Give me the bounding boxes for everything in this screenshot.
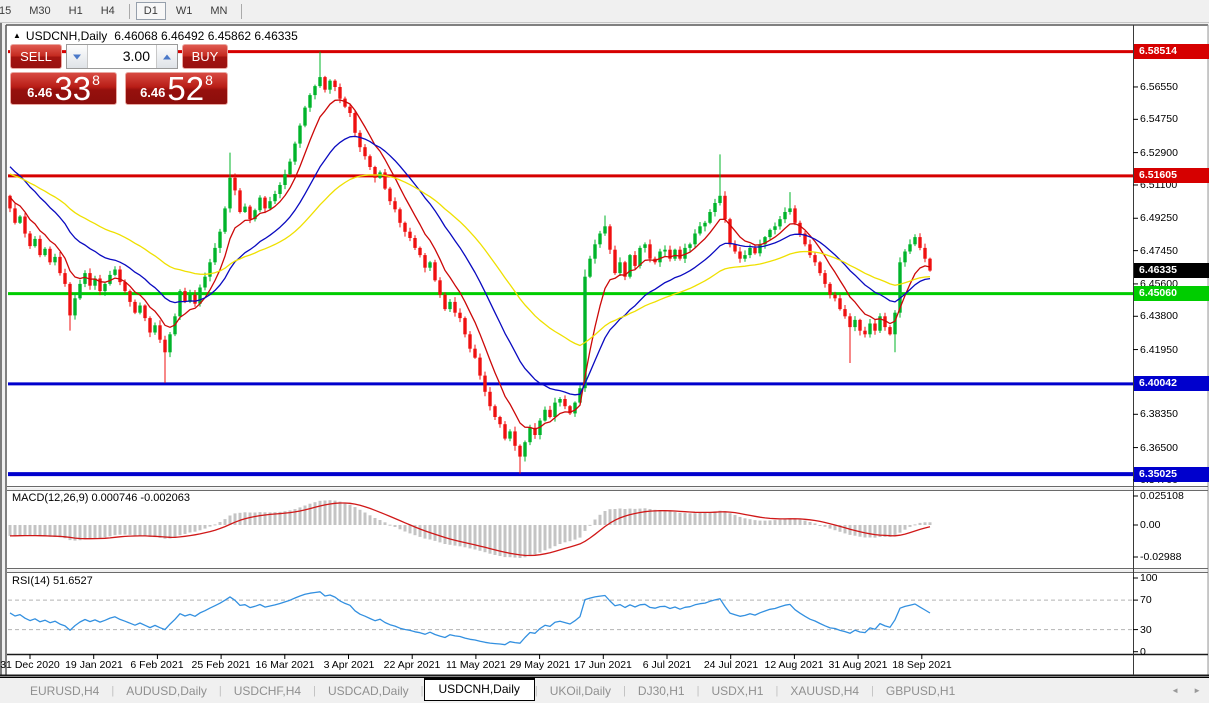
volume-input[interactable]: 3.00 bbox=[88, 45, 156, 68]
tab-separator: | bbox=[696, 684, 700, 697]
tab-separator: | bbox=[534, 684, 538, 697]
tab-separator: | bbox=[775, 684, 779, 697]
symbol-tab-bar: EURUSD,H4 | AUDUSD,Daily | USDCHF,H4 | USDCAD,… bbox=[0, 677, 1209, 703]
volume-spinner: 3.00 bbox=[66, 44, 178, 69]
tab-audusd-daily[interactable]: AUDUSD,Daily bbox=[126, 683, 207, 698]
slow-ma-line[interactable] bbox=[9, 173, 931, 347]
timeframe-button-m30[interactable]: M30 bbox=[21, 2, 58, 20]
macd-histogram[interactable] bbox=[8, 500, 932, 558]
buy-price-prefix: 6.46 bbox=[140, 85, 166, 100]
buy-price-pip: 8 bbox=[205, 72, 213, 88]
timeframe-toolbar: 15 M30 H1 H4 D1 W1 MN bbox=[0, 0, 1209, 23]
tab-scroll-controls: ◄ ► bbox=[1171, 686, 1201, 695]
tab-dj30-h1[interactable]: DJ30,H1 bbox=[637, 683, 685, 698]
tab-separator: | bbox=[111, 684, 115, 697]
tab-scroll-right-icon[interactable]: ► bbox=[1193, 686, 1201, 695]
tab-separator: | bbox=[313, 684, 316, 697]
tab-usdchf-h4[interactable]: USDCHF,H4 bbox=[233, 683, 302, 698]
timeframe-button-h1[interactable]: H1 bbox=[61, 2, 91, 20]
sell-price-prefix: 6.46 bbox=[27, 85, 53, 100]
buy-price-button[interactable]: 6.46 52 8 bbox=[124, 70, 228, 107]
tab-separator: | bbox=[420, 684, 424, 697]
triangle-up-icon bbox=[163, 54, 171, 59]
timeframe-button-h4[interactable]: H4 bbox=[93, 2, 123, 20]
timeframe-button-15[interactable]: 15 bbox=[0, 2, 19, 20]
tab-ukoil-daily[interactable]: UKOil,Daily bbox=[549, 683, 612, 698]
one-click-trading-panel: SELL 3.00 BUY 6.46 33 8 6.46 52 8 bbox=[10, 44, 228, 105]
candlesticks[interactable] bbox=[8, 51, 932, 474]
timeframe-button-w1[interactable]: W1 bbox=[168, 2, 201, 20]
toolbar-separator bbox=[128, 3, 130, 19]
tab-separator: | bbox=[218, 684, 222, 697]
macd-signal-line[interactable] bbox=[9, 502, 931, 557]
volume-decrease-button[interactable] bbox=[67, 45, 88, 68]
timeframe-button-mn[interactable]: MN bbox=[202, 2, 235, 20]
window-left-border bbox=[0, 23, 2, 676]
chart-background bbox=[7, 26, 1208, 675]
sell-button[interactable]: SELL bbox=[10, 44, 62, 69]
tab-usdcnh-daily[interactable]: USDCNH,Daily bbox=[423, 677, 535, 701]
tab-xauusd-h4[interactable]: XAUUSD,H4 bbox=[790, 683, 860, 698]
buy-button[interactable]: BUY bbox=[182, 44, 228, 69]
tab-eurusd-h4[interactable]: EURUSD,H4 bbox=[30, 683, 100, 698]
toolbar-separator bbox=[241, 3, 243, 19]
tab-separator: | bbox=[623, 684, 626, 697]
rsi-line[interactable] bbox=[9, 591, 931, 646]
tab-separator: | bbox=[871, 684, 874, 697]
tab-usdx-h1[interactable]: USDX,H1 bbox=[711, 683, 764, 698]
tab-gbpusd-h1[interactable]: GBPUSD,H1 bbox=[885, 683, 956, 698]
medium-ma-line[interactable] bbox=[9, 135, 931, 396]
sell-price-main: 33 bbox=[54, 70, 92, 107]
timeframe-button-d1[interactable]: D1 bbox=[135, 2, 166, 20]
sell-price-pip: 8 bbox=[92, 72, 100, 88]
tab-scroll-left-icon[interactable]: ◄ bbox=[1171, 686, 1180, 695]
triangle-down-icon bbox=[73, 54, 81, 59]
buy-price-main: 52 bbox=[167, 70, 205, 107]
tab-usdcad-daily[interactable]: USDCAD,Daily bbox=[327, 683, 409, 698]
volume-increase-button[interactable] bbox=[156, 45, 177, 68]
fast-ma-line[interactable] bbox=[9, 99, 931, 430]
sell-price-button[interactable]: 6.46 33 8 bbox=[10, 72, 117, 105]
